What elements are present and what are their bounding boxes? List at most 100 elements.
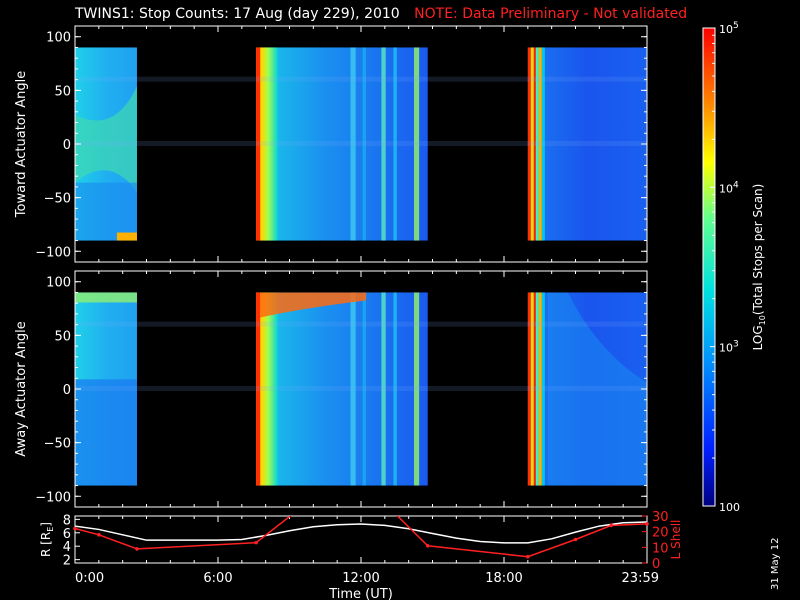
y-left-axis-label: R [RE] bbox=[39, 522, 55, 557]
heatmap-feature bbox=[75, 379, 137, 486]
series-point bbox=[609, 523, 614, 528]
y-right-tick-label: 20 bbox=[652, 526, 669, 541]
heatmap-feature bbox=[538, 47, 542, 241]
title-main: TWINS1: Stop Counts: 17 Aug (day 229), 2… bbox=[75, 6, 400, 22]
y-left-tick-label: 2 bbox=[63, 554, 71, 569]
x-tick-label: 6:00 bbox=[203, 571, 232, 586]
heatmap-feature bbox=[350, 292, 356, 486]
colorbar-tick-base: 10 bbox=[719, 23, 733, 36]
y-tick-label: 100 bbox=[46, 276, 71, 291]
colorbar-label: LOG10(Total Stops per Scan) bbox=[751, 184, 767, 351]
x-axis-label: Time (UT) bbox=[328, 587, 393, 600]
y-right-tick-label: 10 bbox=[652, 541, 669, 556]
heatmap-middle bbox=[75, 292, 647, 486]
heatmap-feature bbox=[535, 47, 539, 241]
series-point bbox=[425, 543, 430, 548]
heatmap-feature bbox=[414, 292, 420, 486]
chart-title: TWINS1: Stop Counts: 17 Aug (day 229), 2… bbox=[75, 6, 687, 22]
y-tick-label: −100 bbox=[35, 490, 71, 505]
heatmap-feature bbox=[362, 47, 366, 241]
y-left-label-main: R [R bbox=[39, 532, 53, 557]
x-tick-label: 12:00 bbox=[342, 571, 379, 586]
side-date-stamp: 31 May 12 bbox=[770, 537, 781, 590]
colorbar-tick-base: 100 bbox=[719, 501, 740, 514]
y-axis-label: Away Actuator Angle bbox=[14, 321, 29, 456]
y-tick-label: 0 bbox=[63, 138, 71, 153]
heatmap-feature bbox=[547, 292, 647, 486]
y-left-label-end: ] bbox=[39, 522, 53, 527]
y-right-tick-label: 0 bbox=[652, 557, 660, 572]
heatmap-band bbox=[75, 321, 647, 327]
series-point bbox=[526, 554, 530, 559]
heatmap-band bbox=[75, 76, 647, 82]
heatmap-feature bbox=[533, 292, 536, 486]
colorbar-tick-label: 104 bbox=[719, 180, 739, 195]
series-point bbox=[573, 537, 578, 542]
colorbar-label-rest: (Total Stops per Scan) bbox=[751, 184, 765, 315]
heatmap-feature bbox=[260, 292, 367, 318]
heatmap-feature bbox=[381, 47, 386, 241]
colorbar-tick-label: 100 bbox=[719, 501, 740, 514]
heatmap-feature bbox=[541, 47, 545, 241]
heatmap-feature bbox=[75, 86, 137, 193]
heatmaps-layer bbox=[75, 47, 647, 486]
y-tick-label: 100 bbox=[46, 31, 71, 46]
axes-middle: 100 50 0 −50 −100 Away Actuator Angle bbox=[14, 270, 648, 508]
heatmap-feature bbox=[535, 292, 539, 486]
title-note: NOTE: Data Preliminary - Not validated bbox=[414, 6, 688, 22]
y-left-label-sub: E bbox=[46, 527, 55, 532]
series-point bbox=[97, 533, 101, 537]
y-tick-label: −50 bbox=[44, 437, 71, 452]
series-point bbox=[645, 522, 649, 526]
colorbar-tick-base: 10 bbox=[719, 182, 733, 195]
lines-layer bbox=[73, 516, 649, 559]
colorbar-tick-exp: 5 bbox=[733, 21, 739, 31]
heatmap-feature bbox=[530, 292, 534, 486]
heatmap-feature bbox=[350, 47, 356, 241]
colorbar-tick-exp: 3 bbox=[733, 340, 739, 350]
heatmap-feature bbox=[527, 47, 531, 241]
heatmap-feature bbox=[393, 292, 397, 486]
colorbar-tick-base: 10 bbox=[719, 342, 733, 355]
y-tick-label: −100 bbox=[35, 245, 71, 260]
x-tick-label: 23:59 bbox=[622, 571, 659, 586]
y-left-tick-label: 4 bbox=[63, 540, 71, 555]
heatmap-feature bbox=[362, 292, 366, 486]
y-tick-label: −50 bbox=[44, 192, 71, 207]
colorbar-label-sub: 10 bbox=[758, 315, 767, 325]
heatmap-feature bbox=[414, 47, 420, 241]
heatmap-feature bbox=[256, 292, 279, 486]
y-right-axis-label: L Shell bbox=[669, 520, 683, 560]
colorbar-tick-exp: 4 bbox=[733, 180, 739, 190]
heatmap-feature bbox=[256, 292, 261, 486]
heatmap-feature bbox=[381, 292, 386, 486]
y-right-tick-label: 30 bbox=[652, 510, 669, 525]
x-tick-label: 18:00 bbox=[485, 571, 522, 586]
y-tick-label: 50 bbox=[54, 84, 71, 99]
heatmap-feature bbox=[393, 47, 397, 241]
series-line-r bbox=[75, 521, 647, 544]
heatmap-feature bbox=[116, 232, 137, 241]
heatmap-feature bbox=[541, 292, 545, 486]
y-axis-label: Toward Actuator Angle bbox=[14, 71, 29, 218]
axes-top: 100 50 0 −50 −100 Toward Actuator Angle bbox=[14, 25, 648, 263]
series-point bbox=[254, 540, 258, 545]
y-left-tick-label: 6 bbox=[63, 527, 71, 542]
heatmap-block bbox=[527, 47, 647, 241]
colorbar-label-main: LOG bbox=[751, 325, 765, 350]
series-point bbox=[73, 526, 77, 531]
y-tick-label: 50 bbox=[54, 329, 71, 344]
heatmap-feature bbox=[256, 47, 261, 241]
colorbar-tick-label: 103 bbox=[719, 340, 739, 355]
heatmap-feature bbox=[527, 292, 531, 486]
y-tick-label: 0 bbox=[63, 383, 71, 398]
heatmap-top bbox=[75, 47, 647, 241]
heatmap-band bbox=[75, 141, 647, 146]
heatmap-feature bbox=[538, 292, 542, 486]
heatmap-feature bbox=[256, 47, 279, 241]
heatmap-band bbox=[75, 386, 647, 391]
heatmap-feature bbox=[75, 292, 137, 303]
